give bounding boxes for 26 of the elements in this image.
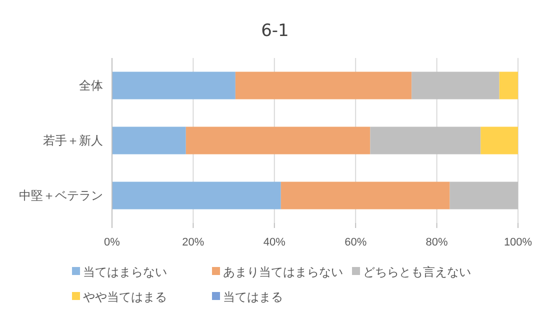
x-tick-label: 40%	[263, 236, 286, 248]
x-tick-label: 20%	[182, 236, 204, 248]
bar	[499, 72, 518, 100]
chart-title: 6-1	[261, 21, 289, 41]
y-tick-label: 中堅＋ベテラン	[19, 188, 103, 202]
bar	[112, 182, 281, 210]
x-tick-label: 60%	[344, 236, 367, 248]
bar	[235, 72, 412, 100]
x-tick-label: 100%	[504, 236, 532, 248]
legend-label: どちらとも言えない	[363, 265, 471, 280]
bar	[450, 182, 518, 210]
bar	[412, 72, 500, 100]
x-tick-label: 0%	[104, 236, 120, 248]
bar	[112, 126, 186, 154]
bar	[112, 72, 236, 100]
y-tick-label: 全体	[79, 78, 103, 92]
bar	[186, 126, 370, 154]
y-tick-label: 若手＋新人	[43, 133, 103, 148]
bar	[280, 182, 450, 210]
x-tick-label: 80%	[426, 236, 448, 248]
legend-label: 当てはまらない	[83, 265, 167, 280]
legend-label: 当てはまる	[223, 290, 283, 304]
legend-label: やや当てはまる	[83, 290, 167, 304]
bar	[480, 126, 518, 154]
bar	[370, 126, 481, 154]
legend-label: あまり当てはまらない	[223, 265, 343, 280]
